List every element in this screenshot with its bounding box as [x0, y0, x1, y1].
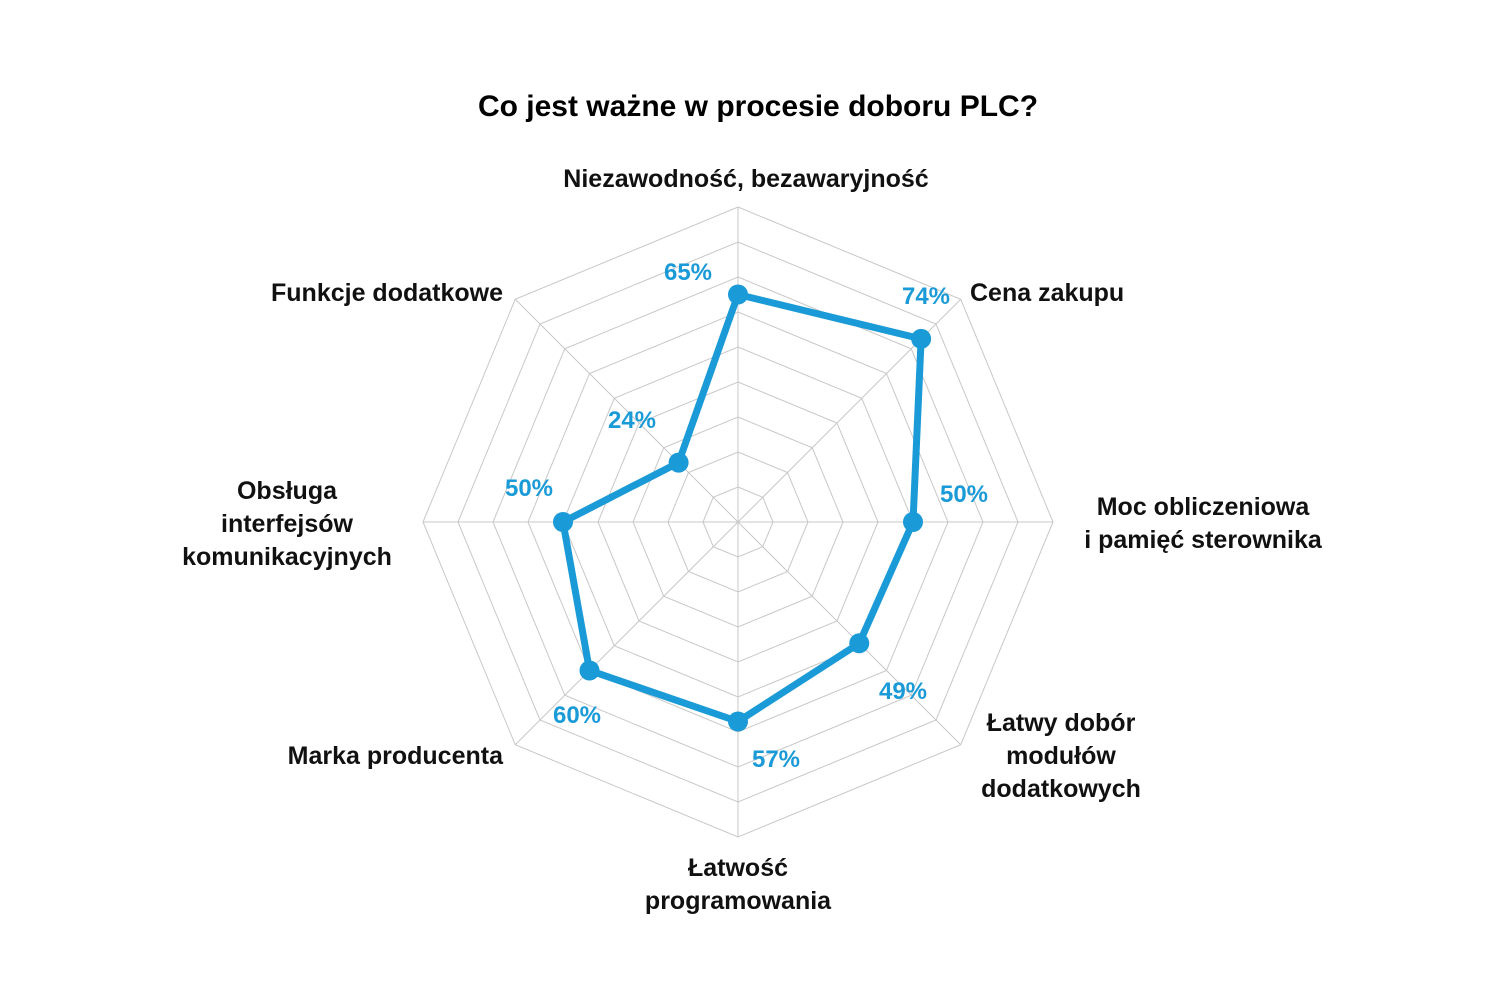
- data-label: 60%: [553, 702, 601, 729]
- data-label: 74%: [902, 283, 950, 310]
- category-label: Funkcje dodatkowe: [271, 279, 503, 307]
- series-layer: [553, 284, 932, 732]
- category-label: Cena zakupu: [970, 279, 1124, 307]
- category-label: Łatwość programowania: [645, 854, 832, 915]
- data-label: 24%: [608, 407, 656, 434]
- grid-spoke: [514, 298, 739, 523]
- grid-spoke: [514, 521, 739, 746]
- data-point: [553, 512, 573, 532]
- grid-spoke: [737, 521, 962, 746]
- category-label: Obsługa interfejsów komunikacyjnych: [182, 477, 392, 571]
- data-label: 65%: [664, 259, 712, 286]
- data-point: [668, 452, 689, 473]
- data-point: [728, 284, 748, 305]
- data-label: 50%: [505, 475, 553, 502]
- grid: [422, 206, 1054, 838]
- label-layer: Niezawodność, bezawaryjność Cena zakupu Mo…: [182, 165, 1323, 915]
- category-label: Niezawodność, bezawaryjność: [563, 165, 928, 193]
- series-line: [559, 291, 925, 725]
- data-point: [579, 660, 600, 681]
- data-point: [911, 328, 932, 349]
- category-label: Łatwy dobór modułów dodatkowych: [981, 709, 1141, 803]
- data-point: [728, 711, 748, 732]
- category-label: Marka producenta: [288, 742, 504, 770]
- chart-title: Co jest ważne w procesie doboru PLC?: [478, 90, 1038, 123]
- data-label: 57%: [752, 746, 800, 773]
- category-label: Moc obliczeniowa i pamięć sterownika: [1084, 493, 1323, 554]
- data-label: 49%: [879, 678, 927, 705]
- data-point: [903, 512, 923, 532]
- data-point: [849, 633, 870, 654]
- data-label: 50%: [940, 481, 988, 508]
